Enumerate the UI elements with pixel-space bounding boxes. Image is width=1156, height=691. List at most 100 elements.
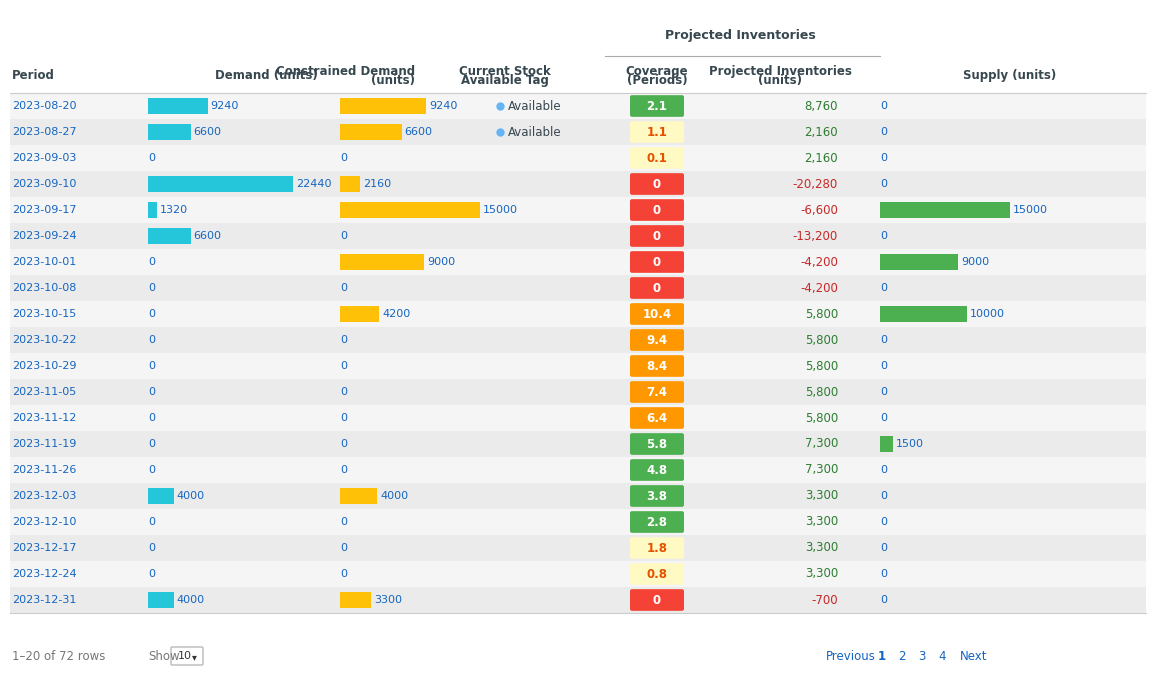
Text: Show: Show <box>148 650 179 663</box>
FancyBboxPatch shape <box>630 329 684 351</box>
Text: ▾: ▾ <box>192 652 197 662</box>
Text: 0: 0 <box>148 153 155 163</box>
Text: (units): (units) <box>371 73 415 86</box>
Text: 1320: 1320 <box>160 205 187 215</box>
Text: 2160: 2160 <box>363 179 391 189</box>
Bar <box>880 202 1010 218</box>
Text: 0: 0 <box>880 491 887 501</box>
FancyBboxPatch shape <box>630 251 684 273</box>
Text: 0: 0 <box>880 153 887 163</box>
Text: 0: 0 <box>880 595 887 605</box>
Text: 0: 0 <box>653 178 661 191</box>
Bar <box>148 176 292 192</box>
FancyBboxPatch shape <box>630 407 684 429</box>
Text: -4,200: -4,200 <box>800 256 838 269</box>
Text: Next: Next <box>959 650 987 663</box>
Text: 2023-12-17: 2023-12-17 <box>12 543 76 553</box>
Text: 0: 0 <box>148 517 155 527</box>
FancyBboxPatch shape <box>630 173 684 195</box>
Text: Period: Period <box>12 68 54 82</box>
Text: 3300: 3300 <box>373 595 402 605</box>
Text: 0: 0 <box>148 283 155 293</box>
Bar <box>148 592 173 608</box>
Bar <box>10 119 1146 145</box>
Text: 5,800: 5,800 <box>805 412 838 424</box>
Text: 0: 0 <box>340 543 347 553</box>
Bar <box>10 353 1146 379</box>
Text: 0: 0 <box>880 127 887 137</box>
Bar <box>340 592 371 608</box>
Text: 0: 0 <box>340 569 347 579</box>
Text: 0: 0 <box>880 231 887 241</box>
Bar <box>880 306 966 322</box>
Text: 0.1: 0.1 <box>646 151 667 164</box>
Bar <box>10 327 1146 353</box>
Text: 0: 0 <box>340 413 347 423</box>
Bar <box>10 379 1146 405</box>
Text: 2023-08-20: 2023-08-20 <box>12 101 76 111</box>
Text: 0: 0 <box>340 283 347 293</box>
Text: 2023-11-26: 2023-11-26 <box>12 465 76 475</box>
Text: 0: 0 <box>340 387 347 397</box>
Text: 0: 0 <box>880 543 887 553</box>
Bar <box>10 145 1146 171</box>
Text: Available: Available <box>507 126 562 138</box>
Bar <box>340 124 401 140</box>
Text: 2023-09-10: 2023-09-10 <box>12 179 76 189</box>
Text: 3: 3 <box>918 650 925 663</box>
Text: 0: 0 <box>148 257 155 267</box>
Text: 5,800: 5,800 <box>805 359 838 372</box>
Text: 2023-11-05: 2023-11-05 <box>12 387 76 397</box>
Text: 3,300: 3,300 <box>805 489 838 502</box>
Bar <box>10 93 1146 119</box>
Bar <box>10 561 1146 587</box>
Text: 4.8: 4.8 <box>646 464 667 477</box>
Text: 1: 1 <box>879 650 887 663</box>
Text: 2023-10-29: 2023-10-29 <box>12 361 76 371</box>
Text: 0: 0 <box>340 465 347 475</box>
Text: 0: 0 <box>340 231 347 241</box>
Text: 3,300: 3,300 <box>805 515 838 529</box>
Text: 5,800: 5,800 <box>805 334 838 346</box>
Text: 0: 0 <box>148 543 155 553</box>
Text: 4000: 4000 <box>380 491 408 501</box>
Text: 6600: 6600 <box>405 127 432 137</box>
Text: (units): (units) <box>758 73 802 86</box>
Text: 10: 10 <box>178 651 192 661</box>
Text: 0: 0 <box>148 465 155 475</box>
Text: 2023-12-03: 2023-12-03 <box>12 491 76 501</box>
Text: Projected Inventories: Projected Inventories <box>665 29 815 42</box>
FancyBboxPatch shape <box>630 121 684 143</box>
Text: 0: 0 <box>880 517 887 527</box>
Text: 1500: 1500 <box>896 439 924 449</box>
Text: 8,760: 8,760 <box>805 100 838 113</box>
Text: 0: 0 <box>880 101 887 111</box>
Text: 2023-12-31: 2023-12-31 <box>12 595 76 605</box>
FancyBboxPatch shape <box>630 459 684 481</box>
Text: -4,200: -4,200 <box>800 281 838 294</box>
Text: 2023-11-19: 2023-11-19 <box>12 439 76 449</box>
Text: 2,160: 2,160 <box>805 126 838 138</box>
Bar <box>340 306 379 322</box>
Bar <box>10 509 1146 535</box>
Text: Coverage: Coverage <box>625 64 688 77</box>
Text: 5.8: 5.8 <box>646 437 667 451</box>
Text: 3,300: 3,300 <box>805 542 838 554</box>
Text: (Periods): (Periods) <box>627 73 688 86</box>
Text: Demand (units): Demand (units) <box>215 68 318 82</box>
Text: 0: 0 <box>653 594 661 607</box>
FancyBboxPatch shape <box>630 511 684 533</box>
Text: 2023-12-10: 2023-12-10 <box>12 517 76 527</box>
Bar <box>148 124 191 140</box>
Text: 2023-09-17: 2023-09-17 <box>12 205 76 215</box>
Bar <box>148 489 173 504</box>
Text: Previous: Previous <box>827 650 876 663</box>
Text: 22440: 22440 <box>296 179 332 189</box>
Text: 9000: 9000 <box>427 257 455 267</box>
Text: 5,800: 5,800 <box>805 386 838 399</box>
FancyBboxPatch shape <box>630 537 684 559</box>
Bar <box>10 405 1146 431</box>
Text: 0: 0 <box>340 517 347 527</box>
Text: 2023-11-12: 2023-11-12 <box>12 413 76 423</box>
Text: 0: 0 <box>340 361 347 371</box>
